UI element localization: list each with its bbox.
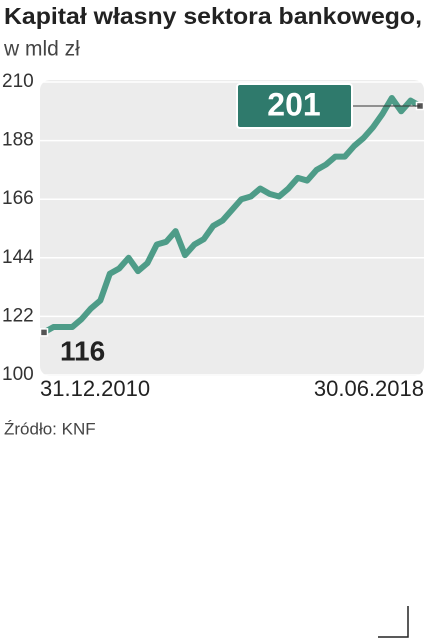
y-tick-label: 100 bbox=[2, 364, 34, 385]
end-marker bbox=[39, 328, 49, 337]
chart-subtitle: w mld zł bbox=[3, 38, 80, 61]
source: Źródło: KNF bbox=[4, 419, 96, 438]
line bbox=[42, 94, 422, 335]
end-value-label: 201 bbox=[267, 86, 320, 122]
grid bbox=[40, 81, 424, 376]
y-tick-label: 144 bbox=[2, 247, 34, 268]
y-tick-label: 210 bbox=[2, 71, 34, 92]
x-tick-label: 30.06.2018 bbox=[314, 376, 424, 401]
y-tick-label: 166 bbox=[2, 188, 34, 209]
end-value-box bbox=[236, 83, 353, 129]
y-tick-label: 122 bbox=[2, 305, 34, 326]
plot-background bbox=[40, 80, 424, 376]
x-tick-label: 31.12.2010 bbox=[40, 376, 150, 401]
y-tick-label: 188 bbox=[2, 130, 34, 151]
corner-mark bbox=[378, 606, 409, 638]
chart-title: Kapitał własny sektora bankowego, bbox=[4, 3, 422, 29]
start-value-label: 116 bbox=[60, 335, 105, 366]
